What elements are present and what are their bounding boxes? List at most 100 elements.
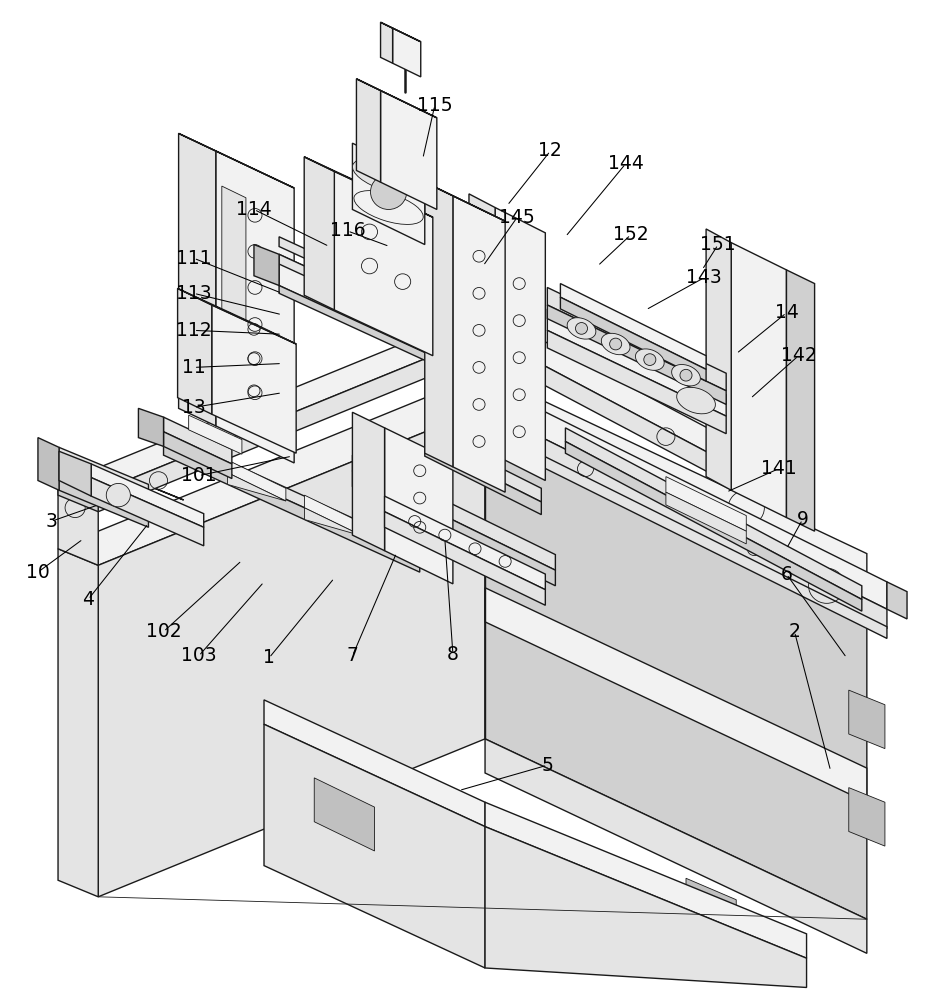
Polygon shape	[565, 428, 862, 599]
Circle shape	[680, 369, 692, 381]
Polygon shape	[530, 432, 887, 629]
Polygon shape	[216, 151, 294, 463]
Circle shape	[370, 174, 407, 209]
Polygon shape	[560, 284, 706, 369]
Polygon shape	[385, 428, 453, 584]
Polygon shape	[706, 229, 732, 490]
Polygon shape	[485, 588, 866, 802]
Polygon shape	[212, 305, 296, 453]
Polygon shape	[547, 305, 726, 404]
Polygon shape	[178, 288, 296, 344]
Text: 12: 12	[539, 141, 562, 160]
Polygon shape	[264, 724, 485, 968]
Polygon shape	[91, 478, 203, 546]
Polygon shape	[425, 182, 453, 467]
Polygon shape	[59, 451, 91, 496]
Polygon shape	[352, 455, 556, 570]
Polygon shape	[91, 464, 203, 527]
Text: 11: 11	[181, 358, 205, 377]
Polygon shape	[59, 463, 148, 527]
Polygon shape	[314, 778, 374, 851]
Polygon shape	[279, 254, 453, 344]
Polygon shape	[485, 827, 807, 987]
Polygon shape	[385, 512, 545, 605]
Ellipse shape	[601, 333, 630, 355]
Polygon shape	[163, 417, 232, 464]
Polygon shape	[58, 449, 98, 565]
Text: 4: 4	[83, 590, 94, 609]
Polygon shape	[179, 133, 294, 188]
Text: 2: 2	[788, 622, 801, 641]
Polygon shape	[485, 739, 866, 953]
Polygon shape	[139, 408, 163, 446]
Polygon shape	[279, 237, 453, 326]
Polygon shape	[352, 471, 556, 586]
Circle shape	[610, 338, 621, 350]
Polygon shape	[666, 492, 747, 544]
Polygon shape	[666, 477, 747, 531]
Polygon shape	[356, 79, 381, 182]
Text: 5: 5	[542, 756, 553, 775]
Polygon shape	[732, 243, 787, 518]
Polygon shape	[304, 157, 433, 217]
Text: 144: 144	[608, 154, 644, 173]
Polygon shape	[381, 22, 421, 42]
Polygon shape	[495, 208, 545, 481]
Text: 7: 7	[347, 646, 358, 665]
Polygon shape	[58, 449, 183, 500]
Polygon shape	[264, 700, 485, 827]
Polygon shape	[547, 309, 726, 416]
Ellipse shape	[672, 364, 700, 386]
Polygon shape	[356, 79, 437, 118]
Polygon shape	[787, 270, 814, 531]
Text: 142: 142	[781, 346, 816, 365]
Polygon shape	[578, 840, 626, 885]
Text: 3: 3	[45, 512, 57, 531]
Text: 116: 116	[330, 221, 365, 240]
Ellipse shape	[567, 318, 596, 339]
Circle shape	[106, 483, 130, 507]
Polygon shape	[453, 196, 505, 492]
Text: 111: 111	[176, 249, 212, 268]
Text: 9: 9	[797, 510, 808, 529]
Text: 115: 115	[417, 96, 452, 115]
Text: 113: 113	[176, 284, 212, 303]
Polygon shape	[392, 28, 421, 77]
Ellipse shape	[676, 387, 715, 414]
Text: 101: 101	[180, 466, 217, 485]
Text: 143: 143	[686, 268, 722, 287]
Polygon shape	[425, 182, 505, 221]
Polygon shape	[189, 415, 242, 454]
Polygon shape	[560, 297, 706, 381]
Circle shape	[644, 354, 655, 365]
Polygon shape	[163, 432, 420, 560]
Text: 1: 1	[263, 648, 275, 667]
Polygon shape	[547, 330, 726, 434]
Polygon shape	[425, 443, 542, 515]
Polygon shape	[178, 288, 212, 414]
Text: 141: 141	[761, 459, 796, 478]
Polygon shape	[98, 373, 866, 588]
Polygon shape	[848, 788, 885, 846]
Polygon shape	[381, 91, 437, 209]
Ellipse shape	[636, 349, 664, 370]
Polygon shape	[485, 334, 807, 524]
Polygon shape	[425, 430, 542, 502]
Polygon shape	[228, 473, 286, 501]
Text: 112: 112	[176, 321, 212, 340]
Polygon shape	[887, 582, 907, 619]
Polygon shape	[58, 451, 98, 512]
Polygon shape	[98, 310, 807, 505]
Polygon shape	[530, 404, 887, 609]
Text: 10: 10	[26, 563, 49, 582]
Polygon shape	[848, 690, 885, 749]
Polygon shape	[98, 407, 485, 897]
Polygon shape	[530, 449, 887, 638]
Text: 6: 6	[781, 565, 792, 584]
Polygon shape	[381, 22, 392, 63]
Polygon shape	[345, 772, 417, 830]
Polygon shape	[485, 407, 866, 919]
Ellipse shape	[352, 158, 425, 194]
Polygon shape	[547, 287, 726, 391]
Text: 145: 145	[500, 208, 535, 227]
